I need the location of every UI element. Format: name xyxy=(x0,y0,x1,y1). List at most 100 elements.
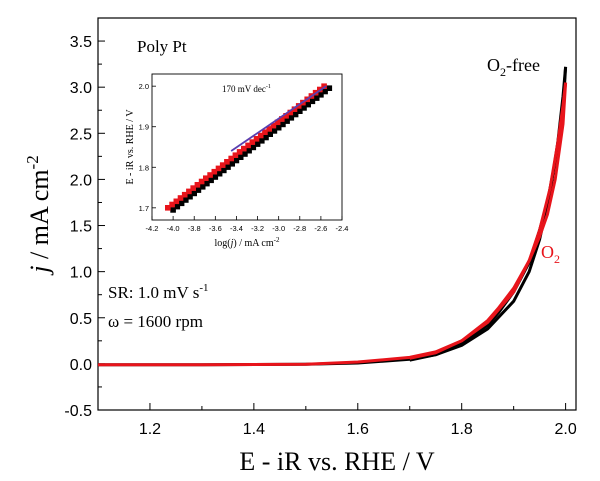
inset-point-o2-free xyxy=(254,141,261,147)
series-label-o2: O2 xyxy=(541,242,560,266)
inset-point-o2 xyxy=(224,159,230,165)
inset-point-o2 xyxy=(249,139,256,145)
inset-point-o2-free xyxy=(199,184,206,190)
inset-x-axis-label: log(j) / mA cm-2 xyxy=(214,236,280,249)
inset-y-tick-label: 1.7 xyxy=(139,204,149,213)
inset-point-o2 xyxy=(203,175,209,181)
inset-point-o2-free xyxy=(318,92,324,98)
y-tick-label: 0.0 xyxy=(70,357,92,374)
inset-point-o2 xyxy=(266,126,272,132)
x-tick-label: 1.6 xyxy=(347,421,369,438)
y-tick-label: 2.5 xyxy=(70,126,92,143)
inset-point-o2-free xyxy=(191,190,197,197)
inset-point-o2 xyxy=(262,129,268,135)
inset-point-o2-free xyxy=(280,121,286,128)
inset-point-o2 xyxy=(283,113,289,119)
sweep-rate-label: SR: 1.0 mV s-1 xyxy=(108,282,209,302)
rotation-rate-label: ω = 1600 rpm xyxy=(108,312,203,331)
inset-y-tick-label: 1.9 xyxy=(139,123,149,132)
inset-x-tick-label: -3.8 xyxy=(188,224,201,233)
inset-point-o2 xyxy=(291,106,298,112)
y-tick-label: 1.5 xyxy=(70,219,92,236)
inset-point-o2 xyxy=(207,172,213,178)
inset-point-o2 xyxy=(169,201,175,208)
inset-point-o2-free xyxy=(275,124,282,131)
inset-point-o2 xyxy=(253,136,260,142)
plot-frame xyxy=(97,17,577,411)
inset-y-tick-label: 1.8 xyxy=(139,163,149,172)
inset-x-tick-label: -2.6 xyxy=(314,224,327,233)
inset-point-o2 xyxy=(274,119,281,126)
inset-point-o2-free xyxy=(237,154,244,160)
x-axis-label: E - iR vs. RHE / V xyxy=(239,447,434,476)
inset-point-o2 xyxy=(186,188,192,195)
main-axis-ticks: 1.2 1.4 1.6 1.8 2.0 -0.5 0.0 0.5 1.0 1.5 2.0 2.5 3.0… xyxy=(64,34,576,438)
inset-point-o2 xyxy=(245,142,251,149)
y-tick-label: -0.5 xyxy=(64,403,92,420)
inset-point-o2-free xyxy=(313,95,320,101)
inset-x-tick-label: -3.2 xyxy=(251,224,264,233)
inset-x-tick-label: -4.0 xyxy=(167,224,180,233)
inset-x-tick-label: -3.4 xyxy=(230,224,243,233)
inset-point-o2 xyxy=(219,162,226,168)
inset-point-o2-free xyxy=(204,180,210,187)
x-tick-label: 1.8 xyxy=(451,421,473,438)
inset-x-tick-label: -3.0 xyxy=(272,224,285,233)
inset-point-o2-free xyxy=(233,157,240,164)
inset-point-o2-free xyxy=(208,177,214,184)
inset-point-o2 xyxy=(215,165,222,172)
inset-point-o2-free xyxy=(187,193,193,200)
inset-point-o2 xyxy=(257,132,264,139)
y-axis-label: j / mA cm-2 xyxy=(23,155,54,275)
inset-point-o2-free xyxy=(271,128,278,134)
series-line-o2-backward xyxy=(409,82,568,360)
inset-point-o2-free xyxy=(183,197,189,203)
inset-y-axis-label: E - iR vs. RHE / V xyxy=(125,109,136,185)
inset-point-o2 xyxy=(177,195,184,201)
x-tick-label: 2.0 xyxy=(554,421,576,438)
inset-point-o2-free xyxy=(250,144,257,151)
inset-y-tick-label: 2.0 xyxy=(139,82,149,91)
inset-point-o2 xyxy=(270,122,277,129)
inset-point-o2 xyxy=(173,198,180,205)
inset-point-o2 xyxy=(241,145,247,152)
inset-point-o2 xyxy=(236,149,243,155)
inset-point-o2-free xyxy=(170,207,176,213)
inset-point-o2-free xyxy=(229,161,235,167)
inset-point-o2 xyxy=(165,205,171,211)
inset-point-o2 xyxy=(287,109,294,116)
inset-point-o2 xyxy=(211,168,218,175)
inset-point-o2-free xyxy=(292,111,299,118)
main-curves xyxy=(98,66,568,367)
inset-point-o2-free xyxy=(263,134,269,141)
inset-point-o2 xyxy=(194,182,201,188)
inset-point-o2-free xyxy=(178,200,185,207)
inset-point-o2-free xyxy=(309,98,316,105)
inset-point-o2-free xyxy=(225,164,231,170)
inset-point-o2-free xyxy=(259,138,265,144)
series-label-o2-free: O2-free xyxy=(487,55,540,79)
tafel-inset: -4.2 -4.0 -3.8 -3.6 -3.4 -3.2 -3.0 -2.8 -2.6 -2.4… xyxy=(125,73,349,249)
inset-point-o2 xyxy=(198,178,205,185)
inset-point-o2-free xyxy=(301,105,307,111)
inset-point-o2 xyxy=(321,83,327,89)
inset-point-o2-free xyxy=(221,167,227,174)
y-tick-label: 0.5 xyxy=(70,311,92,328)
inset-point-o2 xyxy=(279,116,285,122)
inset-point-o2-free xyxy=(267,131,273,137)
inset-fit-line xyxy=(230,85,327,152)
inset-point-o2-free xyxy=(216,170,223,177)
inset-x-tick-label: -3.6 xyxy=(209,224,222,233)
sample-label: Poly Pt xyxy=(137,37,187,56)
x-tick-label: 1.2 xyxy=(139,421,161,438)
inset-points xyxy=(165,83,333,213)
inset-point-o2-free xyxy=(297,108,303,114)
inset-point-o2-free xyxy=(326,85,333,91)
inset-point-o2-free xyxy=(174,203,181,210)
inset-point-o2-free xyxy=(305,101,311,108)
inset-point-o2-free xyxy=(246,147,252,154)
inset-x-tick-label: -2.4 xyxy=(336,224,349,233)
inset-point-o2-free xyxy=(288,115,295,121)
